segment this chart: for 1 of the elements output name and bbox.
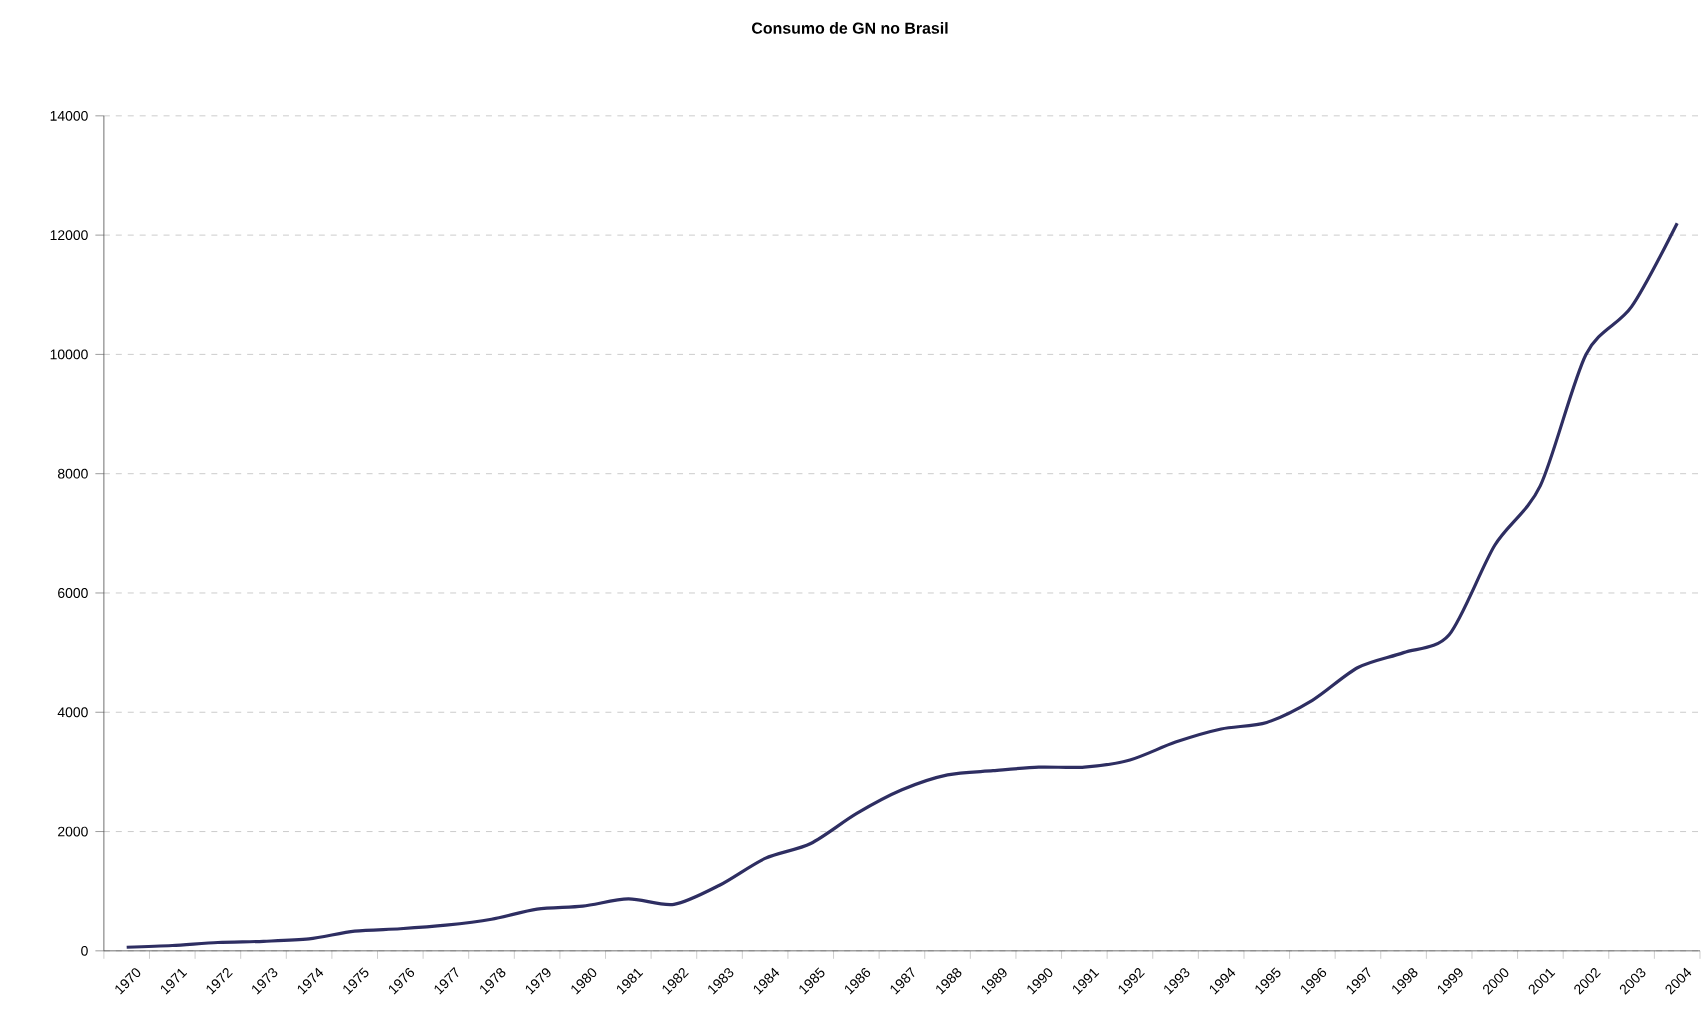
line-series [125, 221, 1679, 949]
